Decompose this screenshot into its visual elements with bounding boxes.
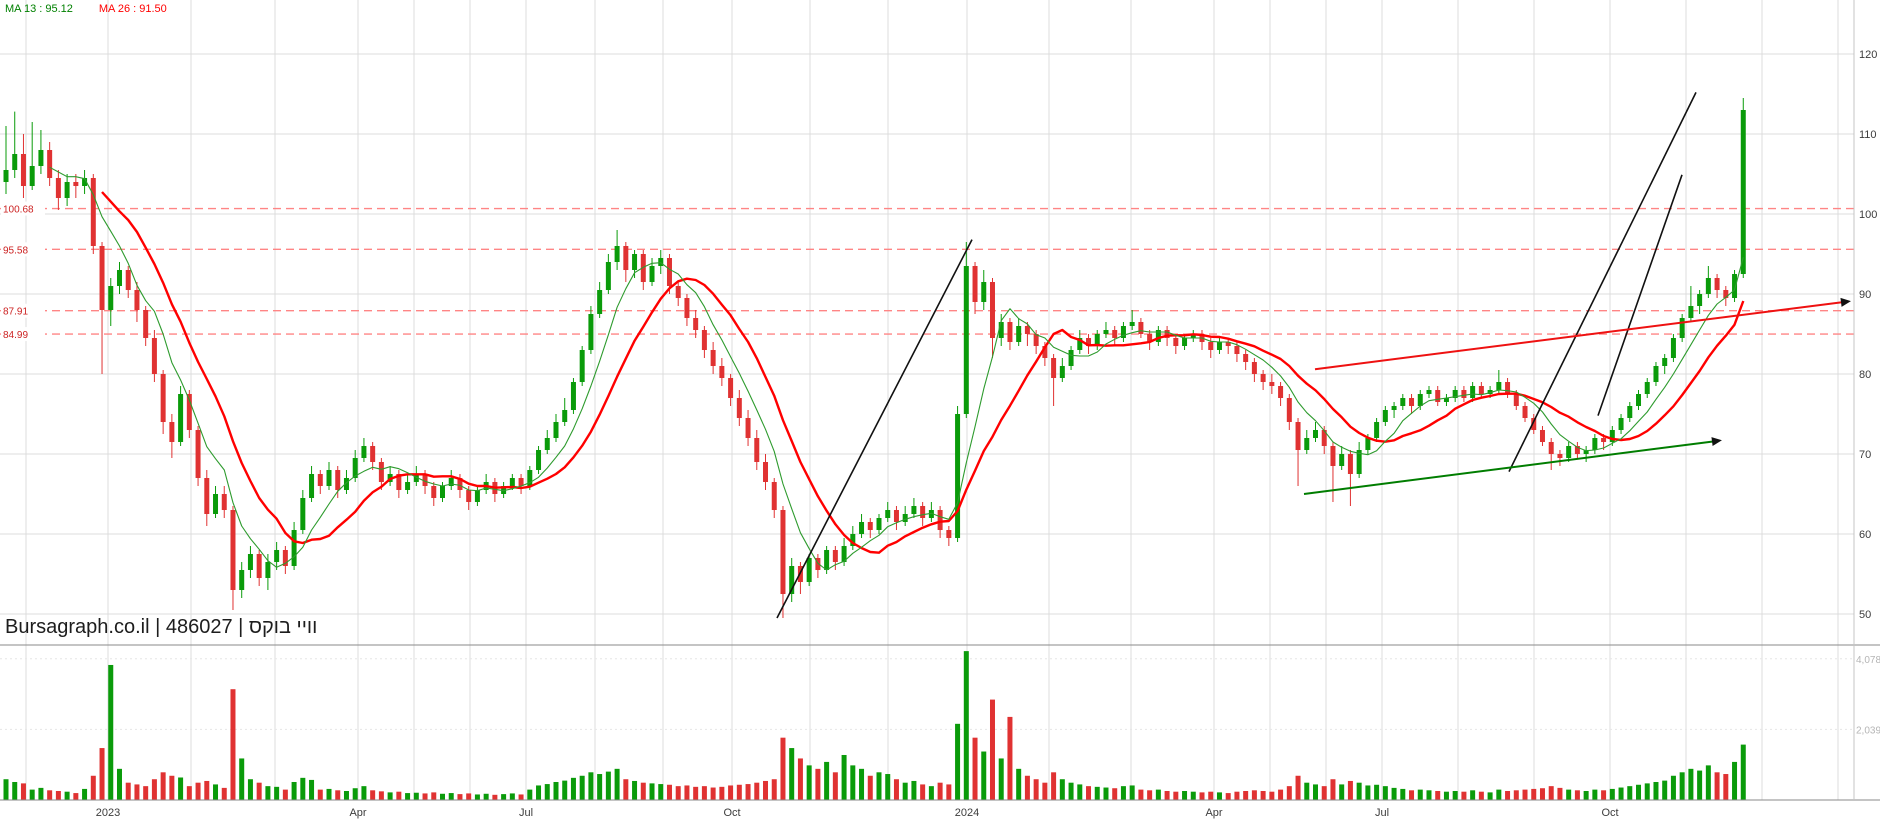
trendline-arrow-icon: [1840, 297, 1851, 307]
price-tick-label: 60: [1859, 529, 1871, 541]
price-tick-label: 80: [1859, 369, 1871, 381]
candles-layer: [3, 98, 1746, 618]
volume-axis-labels: 4,078 2,039: [1856, 655, 1880, 737]
level-price-label: 100.68: [3, 205, 34, 216]
price-tick-label: 90: [1859, 289, 1871, 301]
ma13-legend-value: MA 13 : 95.12: [5, 3, 73, 15]
x-axis-labels: 2023 Apr Jul Oct 2024 Apr Jul Oct: [96, 807, 1619, 819]
volume-tick-label: 4,078: [1856, 655, 1880, 666]
level-price-label: 84.99: [3, 330, 28, 341]
volume-bars: [3, 651, 1746, 800]
ma-legend: MA 13 : 95.12 MA 26 : 91.50: [5, 3, 167, 15]
price-tick-label: 120: [1859, 49, 1877, 61]
resistance-level-lines: [0, 207, 1854, 335]
price-axis-labels: 50 60 70 80 90 100 110 120: [1859, 49, 1877, 621]
x-axis-month-label: 2024: [955, 807, 979, 819]
ma26-line: [101, 191, 1745, 554]
x-axis-month-label: Oct: [723, 807, 740, 819]
x-axis-month-label: 2023: [96, 807, 120, 819]
volume-tick-label: 2,039: [1856, 725, 1880, 736]
price-tick-label: 110: [1859, 129, 1877, 141]
x-axis-month-label: Apr: [1205, 807, 1222, 819]
level-price-label: 95.58: [3, 245, 28, 256]
trendline-arrow-icon: [1711, 437, 1722, 447]
price-tick-label: 50: [1859, 609, 1871, 621]
price-tick-label: 70: [1859, 449, 1871, 461]
ma26-legend-value: MA 26 : 91.50: [98, 3, 167, 15]
watermark-security-title: Bursagraph.co.il | 486027 | וויי בוקס: [5, 616, 318, 638]
x-axis-month-label: Jul: [1375, 807, 1389, 819]
level-price-label: 87.91: [3, 307, 28, 318]
panel-borders: [0, 0, 1880, 801]
price-tick-label: 100: [1859, 209, 1877, 221]
ma13-line: [49, 166, 1744, 571]
x-axis-month-label: Oct: [1601, 807, 1618, 819]
x-axis-month-label: Jul: [519, 807, 533, 819]
level-labels: 100.68 95.58 87.91 84.99: [1, 201, 45, 342]
x-axis-month-label: Apr: [349, 807, 366, 819]
grid-layer: [0, 0, 1854, 800]
trendlines-layer: [776, 92, 1851, 619]
